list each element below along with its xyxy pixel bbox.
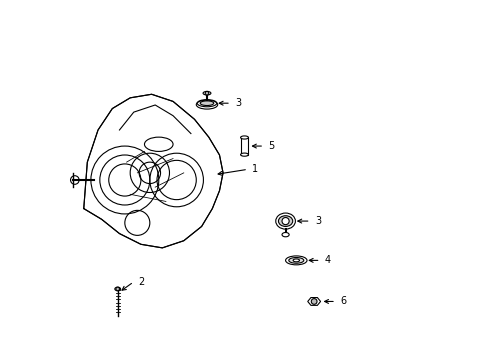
Text: 1: 1 <box>252 164 258 174</box>
Text: 5: 5 <box>268 141 274 151</box>
Ellipse shape <box>200 101 213 105</box>
Ellipse shape <box>275 213 295 229</box>
Text: 3: 3 <box>314 216 320 226</box>
Ellipse shape <box>282 233 288 237</box>
Polygon shape <box>307 298 320 305</box>
Circle shape <box>311 298 316 304</box>
Polygon shape <box>83 94 223 248</box>
Ellipse shape <box>288 257 303 263</box>
Text: 4: 4 <box>324 255 330 265</box>
Ellipse shape <box>240 153 248 156</box>
Text: 3: 3 <box>235 98 241 108</box>
Circle shape <box>116 287 119 291</box>
Ellipse shape <box>285 256 306 265</box>
Text: 6: 6 <box>340 296 346 306</box>
Ellipse shape <box>203 91 210 95</box>
Circle shape <box>205 91 208 95</box>
Ellipse shape <box>115 287 121 291</box>
Ellipse shape <box>240 136 248 139</box>
Text: 2: 2 <box>138 277 144 287</box>
Circle shape <box>282 217 288 225</box>
Ellipse shape <box>197 100 216 107</box>
Ellipse shape <box>292 259 299 262</box>
Ellipse shape <box>278 216 292 226</box>
Bar <box>240 138 248 155</box>
